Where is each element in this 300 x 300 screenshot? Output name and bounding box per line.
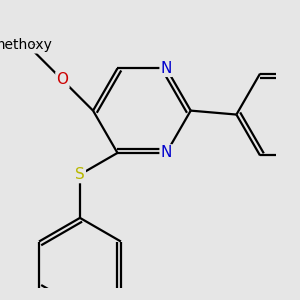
Text: N: N xyxy=(160,61,172,76)
Text: methoxy: methoxy xyxy=(0,38,53,52)
Text: methoxy: methoxy xyxy=(32,44,38,45)
Text: N: N xyxy=(160,146,172,160)
Text: O: O xyxy=(56,73,68,88)
Text: S: S xyxy=(75,167,85,182)
